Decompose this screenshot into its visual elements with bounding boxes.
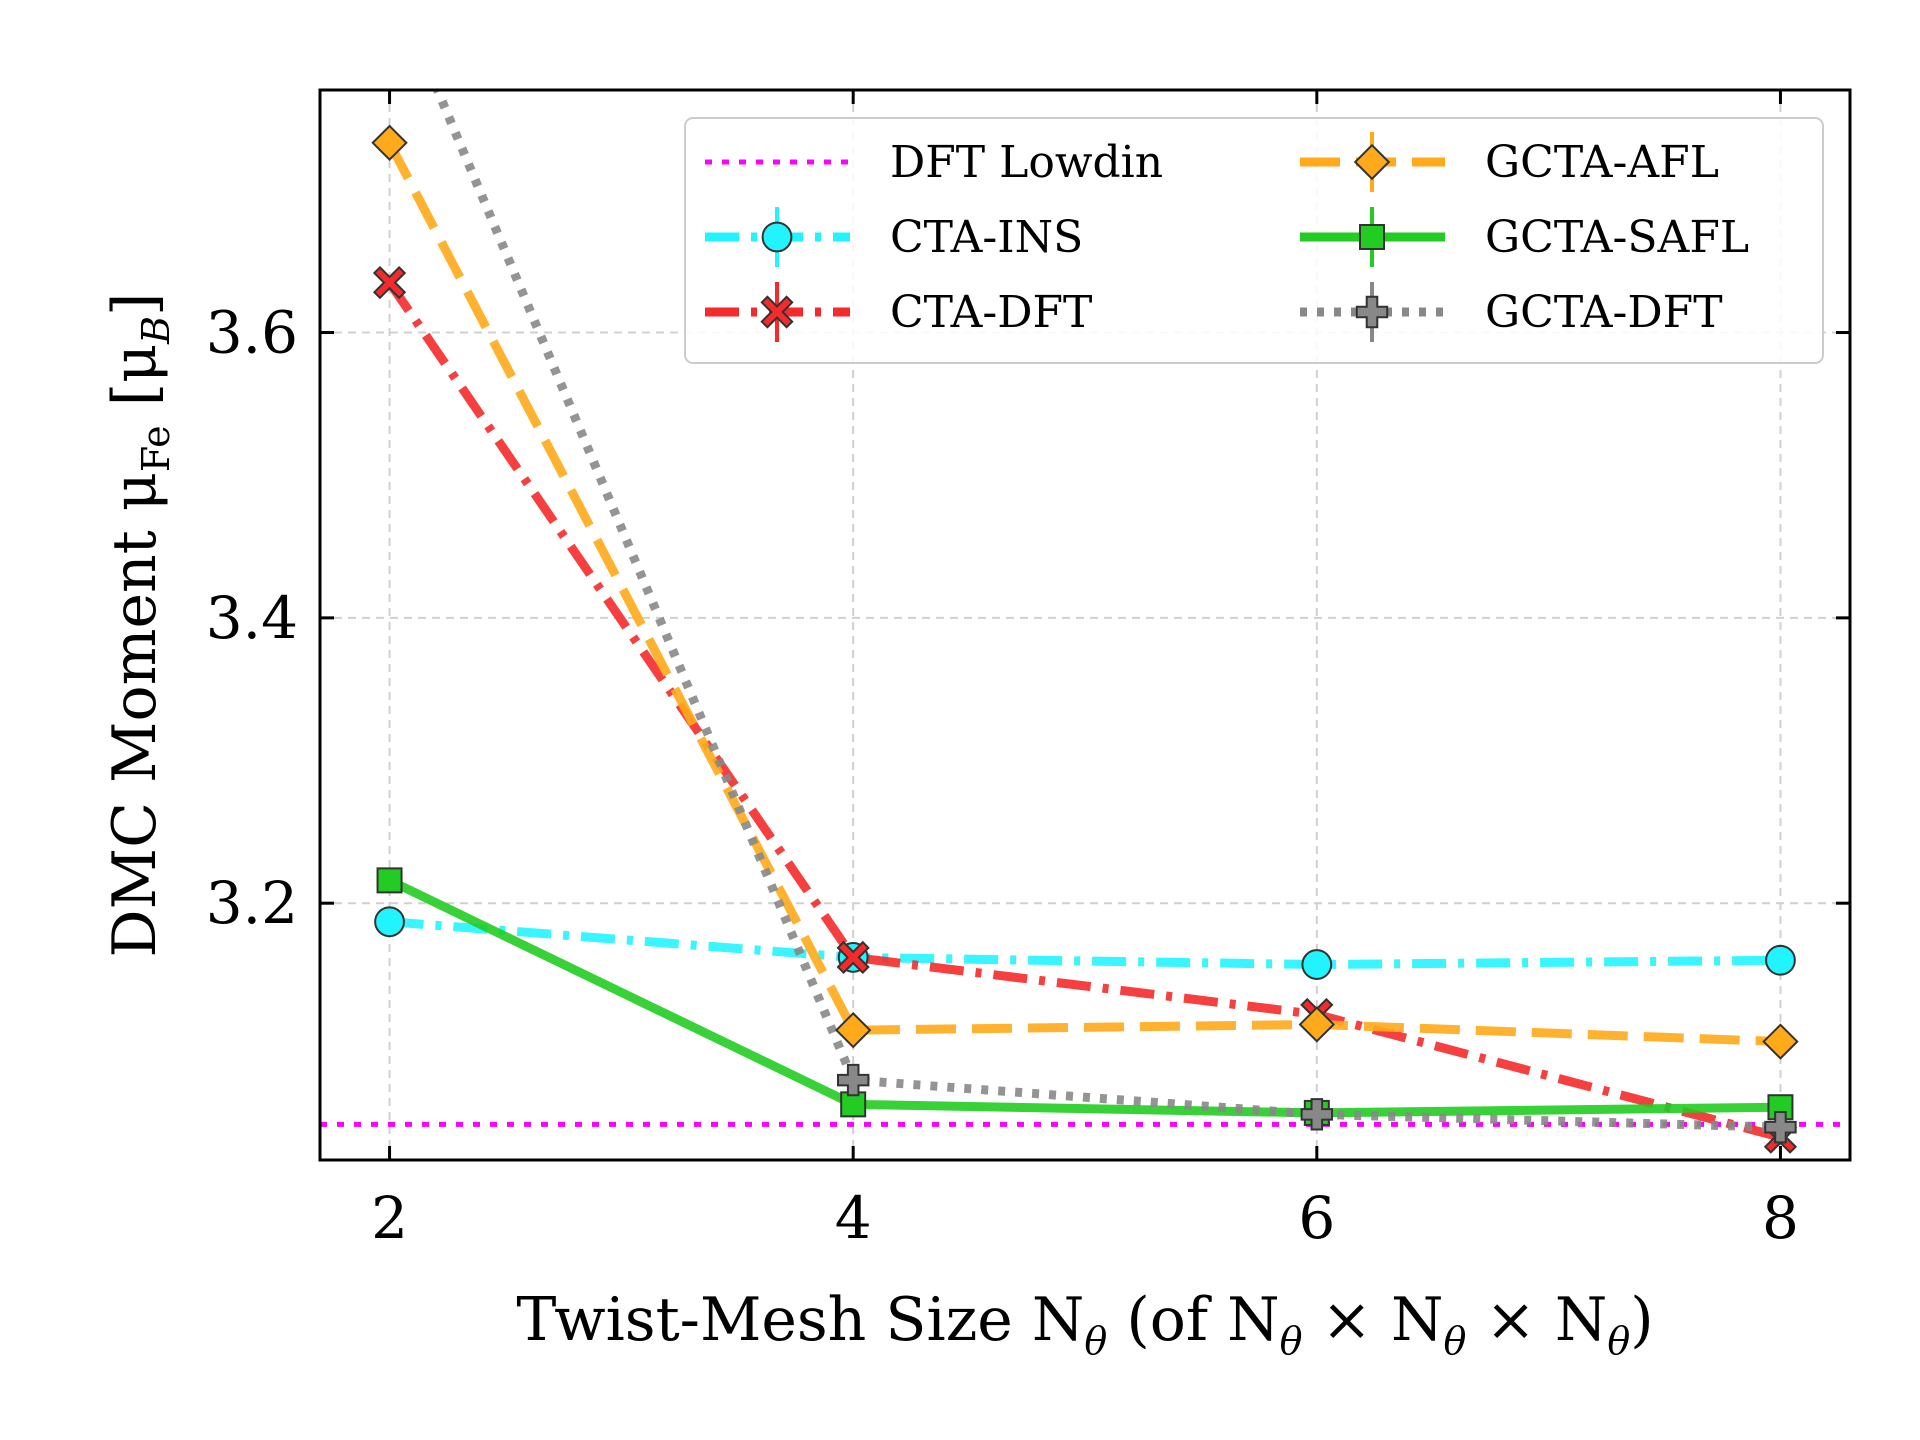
y-tick-label: 3.4 bbox=[206, 584, 298, 652]
y-axis-label: DMC Moment μFe [μB] bbox=[100, 293, 178, 958]
marker-gcta-dft bbox=[1300, 1098, 1334, 1131]
marker-gcta-safl bbox=[840, 1091, 867, 1118]
legend-label: CTA-INS bbox=[890, 212, 1083, 263]
y-tick-label: 3.6 bbox=[206, 299, 298, 367]
legend-label: GCTA-AFL bbox=[1485, 137, 1719, 188]
legend: DFT Lowdin CTA-INS CTA-DFT GCTA-AFL GCTA-SAF… bbox=[684, 117, 1824, 364]
marker-cta-dft bbox=[372, 265, 407, 300]
marker-gcta-afl bbox=[1762, 1023, 1799, 1060]
legend-marker bbox=[761, 221, 793, 253]
plot-frame bbox=[318, 88, 1852, 1162]
marker-cta-ins bbox=[1765, 944, 1796, 976]
series-lines bbox=[320, 90, 1850, 1142]
legend-marker bbox=[1353, 143, 1391, 181]
marker-gcta-dft bbox=[836, 1063, 870, 1097]
legend-marker bbox=[1355, 295, 1389, 329]
series-line-cta-ins bbox=[389, 917, 1781, 970]
series-line-cta-dft bbox=[385, 280, 1782, 1142]
x-tick-label: 6 bbox=[1298, 1184, 1335, 1252]
legend-item-cta-dft: CTA-DFT bbox=[705, 282, 1092, 342]
marker-cta-dft bbox=[836, 940, 870, 975]
legend-item-gcta-dft: GCTA-DFT bbox=[1300, 282, 1723, 342]
series-markers bbox=[371, 124, 1799, 1154]
marker-gcta-safl bbox=[376, 867, 403, 894]
series-line-gcta-safl bbox=[387, 876, 1781, 1118]
legend-label: CTA-DFT bbox=[890, 287, 1092, 338]
y-tick-label: 3.2 bbox=[206, 869, 298, 937]
series-line-gcta-dft bbox=[432, 90, 1781, 1132]
marker-cta-ins bbox=[374, 906, 405, 938]
marker-gcta-afl bbox=[834, 1011, 872, 1049]
x-tick-label: 4 bbox=[835, 1184, 872, 1252]
legend-item-gcta-afl: GCTA-AFL bbox=[1300, 132, 1719, 192]
legend-item-dft-lowdin: DFT Lowdin bbox=[705, 137, 1163, 188]
marker-cta-ins bbox=[1301, 949, 1333, 980]
series-line-gcta-afl bbox=[385, 140, 1781, 1047]
marker-gcta-afl bbox=[1298, 1006, 1336, 1043]
legend-label: GCTA-DFT bbox=[1485, 287, 1723, 338]
x-axis-label: Twist-Mesh Size Nθ (of Nθ × Nθ × Nθ) bbox=[516, 1285, 1653, 1363]
marker-gcta-dft bbox=[1764, 1110, 1797, 1144]
legend-marker bbox=[760, 295, 794, 329]
legend-label: DFT Lowdin bbox=[890, 137, 1163, 188]
axis-ticks: 2 4 6 8 3.2 3.4 3.6 bbox=[206, 90, 1850, 1252]
legend-label: GCTA-SAFL bbox=[1485, 212, 1749, 263]
legend-marker bbox=[1359, 224, 1385, 250]
legend-item-gcta-safl: GCTA-SAFL bbox=[1300, 207, 1749, 267]
marker-gcta-afl bbox=[371, 124, 408, 162]
x-tick-label: 8 bbox=[1762, 1184, 1799, 1252]
legend-item-cta-ins: CTA-INS bbox=[705, 207, 1083, 267]
x-tick-label: 2 bbox=[371, 1184, 408, 1252]
legend-box bbox=[684, 117, 1824, 364]
